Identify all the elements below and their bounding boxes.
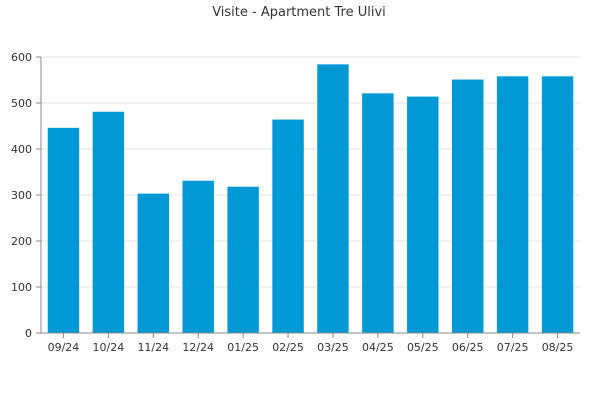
bar (317, 64, 349, 334)
bar (362, 93, 394, 333)
axes (36, 56, 580, 338)
bars (47, 64, 574, 334)
x-tick-label: 02/25 (272, 341, 304, 354)
bar (47, 127, 80, 333)
x-tick-label: 10/24 (93, 341, 125, 354)
y-tick-label: 300 (11, 189, 32, 202)
bar (407, 96, 439, 333)
bar (451, 79, 484, 333)
x-tick-label: 06/25 (452, 341, 484, 354)
bar (137, 193, 170, 333)
x-tick-label: 11/24 (137, 341, 169, 354)
x-tick-label: 04/25 (362, 341, 394, 354)
gridlines (41, 56, 580, 288)
bar (182, 180, 214, 333)
bar (496, 76, 529, 333)
y-tick-label: 500 (11, 97, 32, 110)
x-tick-label: 01/25 (227, 341, 259, 354)
x-tick-label: 03/25 (317, 341, 349, 354)
x-tick-label: 05/25 (407, 341, 439, 354)
x-tick-label: 12/24 (182, 341, 214, 354)
chart-title: Visite - Apartment Tre Ulivi (212, 5, 386, 20)
bar (227, 186, 259, 333)
bar (272, 119, 304, 333)
x-tick-label: 07/25 (497, 341, 529, 354)
y-tick-label: 100 (11, 281, 32, 294)
y-tick-label: 200 (11, 235, 32, 248)
tick-labels: 0 100 200 300 400 500 600 09/24 10/24 11/24 12/24 0… (11, 51, 573, 354)
bar (92, 111, 125, 334)
y-tick-label: 600 (11, 51, 32, 64)
bar (541, 76, 574, 333)
y-tick-label: 0 (25, 327, 32, 340)
x-tick-label: 08/25 (542, 341, 574, 354)
y-tick-label: 400 (11, 143, 32, 156)
x-tick-label: 09/24 (48, 341, 80, 354)
